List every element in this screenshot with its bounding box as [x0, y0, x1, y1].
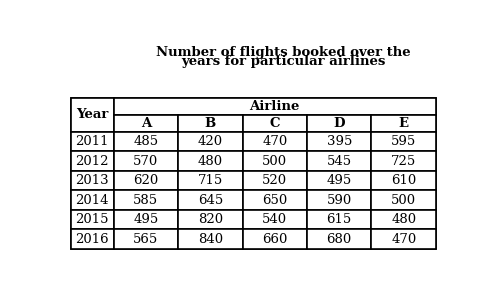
- Bar: [71, 98, 113, 132]
- Text: 545: 545: [327, 155, 352, 168]
- Bar: [178, 190, 243, 210]
- Bar: [243, 190, 307, 210]
- Text: 660: 660: [262, 233, 287, 246]
- Bar: [307, 132, 371, 151]
- Bar: [371, 229, 436, 249]
- Bar: [371, 151, 436, 171]
- Bar: [71, 171, 113, 190]
- Bar: [178, 171, 243, 190]
- Text: 565: 565: [133, 233, 158, 246]
- Text: 480: 480: [391, 213, 416, 226]
- Text: 495: 495: [326, 174, 352, 187]
- Text: 2014: 2014: [75, 194, 109, 207]
- Bar: [371, 132, 436, 151]
- Bar: [307, 210, 371, 229]
- Bar: [71, 132, 113, 151]
- Text: 585: 585: [133, 194, 158, 207]
- Bar: [371, 171, 436, 190]
- Text: A: A: [141, 117, 151, 130]
- Bar: [371, 115, 436, 132]
- Text: C: C: [270, 117, 280, 130]
- Bar: [113, 132, 178, 151]
- Text: 570: 570: [133, 155, 158, 168]
- Text: Airline: Airline: [249, 100, 300, 113]
- Text: 420: 420: [198, 135, 223, 148]
- Text: 540: 540: [262, 213, 287, 226]
- Bar: [243, 210, 307, 229]
- Text: 715: 715: [198, 174, 223, 187]
- Bar: [113, 229, 178, 249]
- Text: 615: 615: [326, 213, 352, 226]
- Bar: [71, 151, 113, 171]
- Bar: [307, 229, 371, 249]
- Bar: [113, 115, 178, 132]
- Text: 725: 725: [391, 155, 416, 168]
- Text: 480: 480: [198, 155, 223, 168]
- Bar: [371, 210, 436, 229]
- Text: 485: 485: [133, 135, 158, 148]
- Text: 595: 595: [391, 135, 416, 148]
- Bar: [178, 151, 243, 171]
- Text: 2015: 2015: [75, 213, 109, 226]
- Text: 470: 470: [262, 135, 287, 148]
- Bar: [71, 190, 113, 210]
- Bar: [243, 229, 307, 249]
- Bar: [71, 210, 113, 229]
- Bar: [178, 132, 243, 151]
- Text: 500: 500: [391, 194, 416, 207]
- Bar: [307, 151, 371, 171]
- Text: 520: 520: [262, 174, 287, 187]
- Text: B: B: [205, 117, 216, 130]
- Bar: [113, 171, 178, 190]
- Text: 500: 500: [262, 155, 287, 168]
- Bar: [178, 210, 243, 229]
- Text: years for particular airlines: years for particular airlines: [181, 55, 386, 68]
- Bar: [113, 98, 436, 115]
- Bar: [307, 190, 371, 210]
- Text: 645: 645: [198, 194, 223, 207]
- Text: E: E: [399, 117, 409, 130]
- Bar: [243, 132, 307, 151]
- Text: 610: 610: [391, 174, 416, 187]
- Text: 2012: 2012: [75, 155, 109, 168]
- Text: 2013: 2013: [75, 174, 109, 187]
- Text: 680: 680: [326, 233, 352, 246]
- Text: 470: 470: [391, 233, 416, 246]
- Bar: [71, 229, 113, 249]
- Text: 840: 840: [198, 233, 223, 246]
- Bar: [113, 151, 178, 171]
- Text: D: D: [333, 117, 345, 130]
- Bar: [243, 171, 307, 190]
- Text: Year: Year: [76, 108, 108, 121]
- Text: 590: 590: [326, 194, 352, 207]
- Bar: [113, 210, 178, 229]
- Text: 620: 620: [133, 174, 158, 187]
- Bar: [307, 115, 371, 132]
- Bar: [71, 98, 436, 249]
- Text: 820: 820: [198, 213, 223, 226]
- Bar: [243, 151, 307, 171]
- Bar: [371, 190, 436, 210]
- Bar: [307, 171, 371, 190]
- Text: 650: 650: [262, 194, 287, 207]
- Bar: [178, 229, 243, 249]
- Text: 2016: 2016: [75, 233, 109, 246]
- Text: Number of flights booked over the: Number of flights booked over the: [156, 46, 411, 59]
- Text: 395: 395: [326, 135, 352, 148]
- Bar: [113, 190, 178, 210]
- Bar: [243, 115, 307, 132]
- Text: 2011: 2011: [75, 135, 109, 148]
- Bar: [178, 115, 243, 132]
- Text: 495: 495: [133, 213, 158, 226]
